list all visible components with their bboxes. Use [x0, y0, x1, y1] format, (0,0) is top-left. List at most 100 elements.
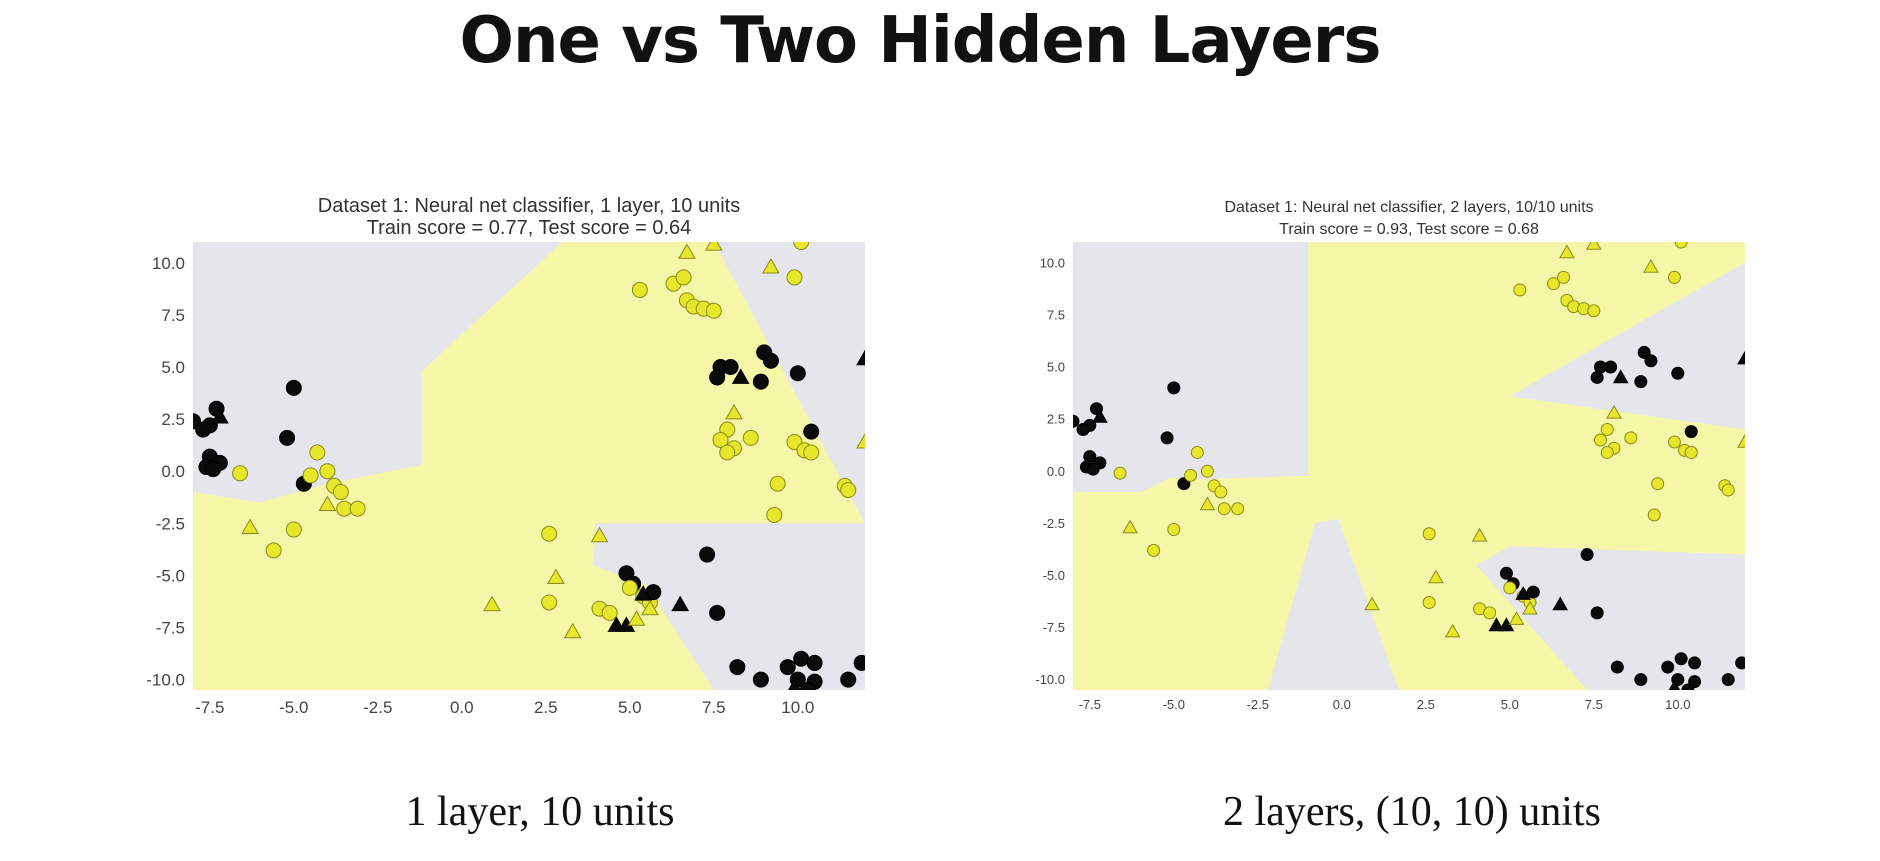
data-point-yellow-triangle [1737, 433, 1745, 448]
data-point-yellow-triangle [1444, 623, 1461, 638]
x-tick-label: 5.0 [1501, 697, 1519, 712]
data-point-yellow-triangle [318, 495, 337, 511]
data-point-black-circle [1076, 423, 1090, 437]
data-point-black-circle [1073, 414, 1080, 428]
data-point-black-circle [1684, 425, 1698, 439]
data-point-black-triangle [1668, 679, 1681, 690]
data-point-yellow-circle [631, 281, 648, 298]
data-point-yellow-circle [1190, 445, 1204, 459]
data-point-black-circle [1160, 431, 1174, 445]
data-point-black-circle [699, 546, 716, 563]
data-point-yellow-circle [1600, 445, 1614, 459]
data-point-yellow-triangle [1428, 569, 1444, 584]
data-point-yellow-triangle [483, 595, 501, 612]
data-point-yellow-circle [336, 500, 353, 517]
data-point-black-triangle [634, 585, 653, 601]
slide-title: One vs Two Hidden Layers [459, 4, 1382, 78]
data-point-black-circle [1590, 606, 1604, 620]
data-point-black-circle [1661, 660, 1675, 674]
data-point-black-triangle [1612, 369, 1629, 384]
x-tick-label: -2.5 [1247, 697, 1269, 712]
chart-subtitle: Train score = 0.77, Test score = 0.64 [367, 217, 692, 239]
data-point-yellow-triangle [1471, 527, 1488, 542]
data-point-yellow-circle [621, 579, 638, 596]
x-tick-label: -2.5 [363, 698, 392, 717]
data-point-yellow-circle [1214, 485, 1228, 499]
data-point-yellow-triangle [1199, 496, 1216, 511]
data-point-black-circle [285, 379, 302, 396]
data-point-yellow-circle [1503, 581, 1517, 595]
y-tick-label: 5.0 [1047, 360, 1065, 375]
y-tick-label: 0.0 [161, 462, 185, 481]
data-point-yellow-circle [1200, 464, 1214, 478]
data-point-yellow-circle [712, 431, 729, 448]
data-point-yellow-circle [302, 467, 319, 484]
data-point-black-triangle [788, 678, 801, 690]
data-point-black-circle [1735, 656, 1745, 670]
data-point-yellow-circle [1422, 527, 1436, 541]
data-point-yellow-triangle [1585, 242, 1602, 250]
caption-two-layers: 2 layers, (10, 10) units [1223, 789, 1601, 835]
data-point-yellow-triangle [856, 432, 865, 449]
x-tick-label: -5.0 [279, 698, 308, 717]
data-point-yellow-circle [1721, 483, 1735, 497]
data-point-yellow-circle [1422, 595, 1436, 609]
data-point-black-circle [1634, 375, 1648, 389]
data-point-yellow-circle [1667, 270, 1681, 284]
data-point-black-circle [1644, 354, 1658, 368]
data-point-yellow-circle [1557, 270, 1571, 284]
data-point-yellow-circle [1546, 277, 1560, 291]
y-tick-label: 0.0 [1047, 464, 1065, 479]
y-tick-label: -7.5 [1043, 620, 1065, 635]
data-point-black-circle [279, 429, 296, 446]
data-point-black-triangle [1515, 586, 1532, 600]
data-point-black-circle [1604, 360, 1618, 374]
data-point-yellow-triangle [678, 243, 696, 259]
y-tick-label: 5.0 [161, 358, 185, 377]
chart-subtitle: Train score = 0.93, Test score = 0.68 [1279, 221, 1539, 238]
y-tick-label: -10.0 [146, 671, 185, 690]
data-point-black-triangle [1552, 596, 1569, 611]
data-point-yellow-circle [793, 242, 810, 250]
data-point-yellow-circle [786, 269, 803, 286]
y-tick-label: -7.5 [156, 618, 185, 637]
data-point-black-circle [762, 352, 779, 369]
data-point-black-circle [840, 671, 857, 688]
y-tick-label: 2.5 [1047, 412, 1065, 427]
chart-two-layers: Dataset 1: Neural net classifier, 2 laye… [1010, 180, 1870, 730]
data-point-yellow-triangle [641, 599, 659, 616]
data-point-yellow-circle [1147, 543, 1161, 557]
data-point-yellow-circle [840, 481, 857, 498]
data-point-yellow-circle [309, 444, 326, 461]
decision-region-gray [1123, 454, 1315, 480]
chart-title: Dataset 1: Neural net classifier, 1 laye… [318, 195, 740, 217]
data-point-black-circle [1721, 673, 1735, 687]
data-point-yellow-triangle [547, 568, 565, 584]
data-point-black-circle [806, 654, 823, 671]
y-tick-label: -2.5 [156, 514, 185, 533]
data-point-black-circle [1167, 381, 1181, 395]
y-tick-label: 10.0 [152, 254, 185, 273]
data-point-black-triangle [731, 368, 750, 384]
x-tick-label: -7.5 [195, 698, 224, 717]
decision-region-yellow [1073, 242, 1745, 690]
data-point-yellow-triangle [1364, 596, 1380, 611]
data-point-yellow-triangle [1522, 600, 1538, 615]
x-tick-label: 2.5 [1417, 697, 1435, 712]
data-point-black-triangle [1737, 350, 1745, 365]
data-point-yellow-circle [1600, 423, 1614, 437]
decision-region-yellow [193, 242, 865, 690]
data-point-black-circle [752, 671, 769, 688]
data-point-black-circle [793, 650, 810, 667]
data-point-yellow-triangle [627, 610, 646, 626]
data-point-yellow-circle [719, 444, 736, 461]
data-point-black-circle [1177, 477, 1191, 491]
data-point-black-circle [1499, 566, 1513, 580]
data-point-black-circle [1580, 548, 1594, 562]
data-point-yellow-circle [1624, 431, 1638, 445]
data-point-black-circle [1688, 656, 1702, 670]
data-point-black-circle [1637, 345, 1651, 359]
data-point-black-circle [803, 423, 820, 440]
data-point-yellow-circle [349, 500, 366, 517]
y-tick-label: 7.5 [1047, 307, 1065, 322]
